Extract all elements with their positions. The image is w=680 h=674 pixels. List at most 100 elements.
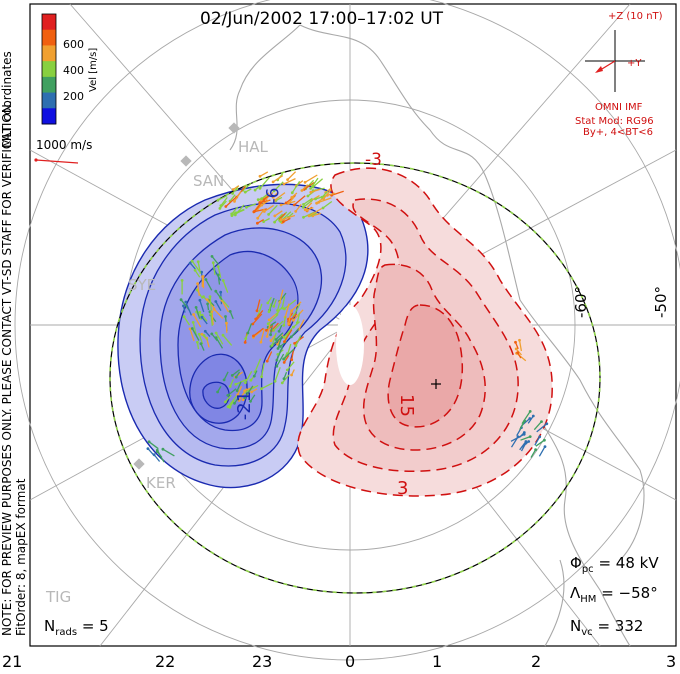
- velocity-vector: [259, 176, 271, 189]
- stat-lambda-hm: ΛHM = −58°: [570, 584, 658, 605]
- station-sye: SYE: [128, 276, 157, 294]
- velocity-vector-origin: [221, 333, 225, 337]
- velocity-vector-origin: [235, 389, 239, 393]
- velocity-vector: [288, 196, 295, 204]
- velocity-vector-origin: [208, 295, 212, 298]
- velocity-vector: [227, 395, 238, 408]
- velocity-vector: [274, 210, 283, 217]
- velocity-vector: [304, 174, 318, 183]
- velocity-vector: [268, 204, 278, 215]
- velocity-vector-origin: [294, 344, 298, 347]
- velocity-vector: [196, 289, 204, 300]
- velocity-vector: [283, 299, 297, 310]
- colorbar-label: Vel [m/s]: [88, 47, 99, 92]
- velocity-vector: [193, 314, 202, 328]
- velocity-vector: [518, 340, 523, 352]
- velocity-vector-origin: [279, 203, 283, 207]
- velocity-vector: [215, 290, 223, 301]
- velocity-vector-origin: [314, 197, 317, 201]
- velocity-vector-origin: [216, 390, 220, 394]
- velocity-vector-origin: [280, 306, 284, 310]
- velocity-vector: [287, 171, 297, 181]
- velocity-vector-origin: [214, 289, 218, 293]
- velocity-vector: [291, 301, 302, 312]
- velocity-vector-origin: [243, 341, 247, 344]
- contour-label-15: 15: [395, 394, 417, 417]
- fit-order-label: FitOrder: 8, mapEX format: [14, 478, 28, 636]
- velocity-vector: [195, 307, 201, 319]
- velocity-vector: [162, 448, 175, 457]
- velocity-vector: [197, 261, 202, 274]
- lat-label-60: -60°: [572, 286, 590, 318]
- velocity-vector-origin: [182, 304, 185, 308]
- velocity-vector-origin: [258, 174, 262, 178]
- velocity-vector-origin: [244, 337, 248, 340]
- imf-by-label: +Y: [627, 58, 642, 69]
- velocity-vector-origin: [196, 340, 199, 344]
- velocity-vector: [274, 367, 281, 382]
- velocity-vector: [331, 190, 344, 196]
- velocity-vector-origin: [209, 312, 213, 316]
- velocity-vector-origin: [311, 185, 315, 189]
- velocity-vector-origin: [259, 340, 263, 344]
- velocity-vector-origin: [272, 189, 276, 193]
- velocity-vector-origin: [221, 279, 225, 282]
- velocity-vector-origin: [192, 313, 196, 316]
- velocity-vector-origin: [277, 329, 281, 333]
- velocity-vector: [283, 178, 296, 185]
- velocity-vector-origin: [210, 255, 214, 258]
- velocity-vector-origin: [203, 329, 207, 333]
- preview-note: NOTE: FOR PREVIEW PURPOSES ONLY. PLEASE …: [0, 100, 14, 636]
- velocity-vector-origin: [302, 203, 305, 206]
- velocity-vector-origin: [241, 398, 245, 401]
- velocity-vector-origin: [249, 378, 253, 382]
- velocity-vector: [224, 394, 232, 403]
- velocity-vector-origin: [518, 338, 521, 342]
- colorbar-segment: [42, 61, 56, 78]
- scale-vector: [34, 158, 79, 164]
- velocity-vector: [303, 197, 313, 205]
- velocity-vector-origin: [244, 381, 247, 384]
- velocity-vector-origin: [293, 342, 296, 345]
- velocity-vector-origin: [260, 387, 263, 391]
- radar-markers: [133, 122, 240, 470]
- velocity-vector: [211, 255, 219, 265]
- velocity-vector-origin: [273, 198, 277, 202]
- velocity-vector-origin: [267, 213, 270, 216]
- velocity-vector: [281, 296, 286, 309]
- velocity-vector: [316, 196, 326, 204]
- velocity-vector: [295, 203, 302, 212]
- stat-phi-pc: Φpc = 48 kV: [570, 554, 659, 575]
- velocity-vector: [274, 213, 284, 223]
- velocity-vector-origin: [255, 309, 259, 313]
- velocity-vector: [219, 200, 227, 209]
- velocity-vector: [254, 199, 265, 212]
- velocity-vector: [308, 207, 323, 217]
- velocity-vector-origin: [155, 450, 159, 453]
- velocity-vector: [236, 381, 242, 392]
- velocity-vector-origin: [254, 317, 258, 321]
- imf-bz-label: +Z (10 nT): [608, 11, 663, 22]
- velocity-vector-origin: [528, 435, 532, 438]
- velocity-vector-origin: [210, 332, 214, 336]
- velocity-vector-origin: [250, 390, 254, 394]
- velocity-vector: [292, 309, 304, 321]
- velocity-vector: [535, 439, 545, 447]
- colorbar-border: [41, 13, 57, 125]
- velocity-vector-origin: [306, 194, 310, 198]
- velocity-vector-origin: [219, 290, 223, 294]
- velocity-vector-origin: [303, 180, 307, 184]
- velocity-vector-origin: [231, 192, 235, 195]
- velocity-vector: [246, 203, 257, 208]
- velocity-vector: [192, 322, 198, 337]
- velocity-vector: [191, 260, 201, 272]
- velocity-vector: [293, 303, 301, 316]
- velocity-vector-origin: [305, 208, 309, 212]
- velocity-vector-origin: [198, 298, 202, 302]
- velocity-vector-origin: [290, 358, 294, 362]
- velocity-vector-origin: [199, 342, 203, 346]
- velocity-vector-origin: [270, 344, 274, 347]
- velocity-vector: [260, 362, 265, 377]
- velocity-vector: [221, 299, 230, 313]
- velocity-vector: [244, 385, 254, 399]
